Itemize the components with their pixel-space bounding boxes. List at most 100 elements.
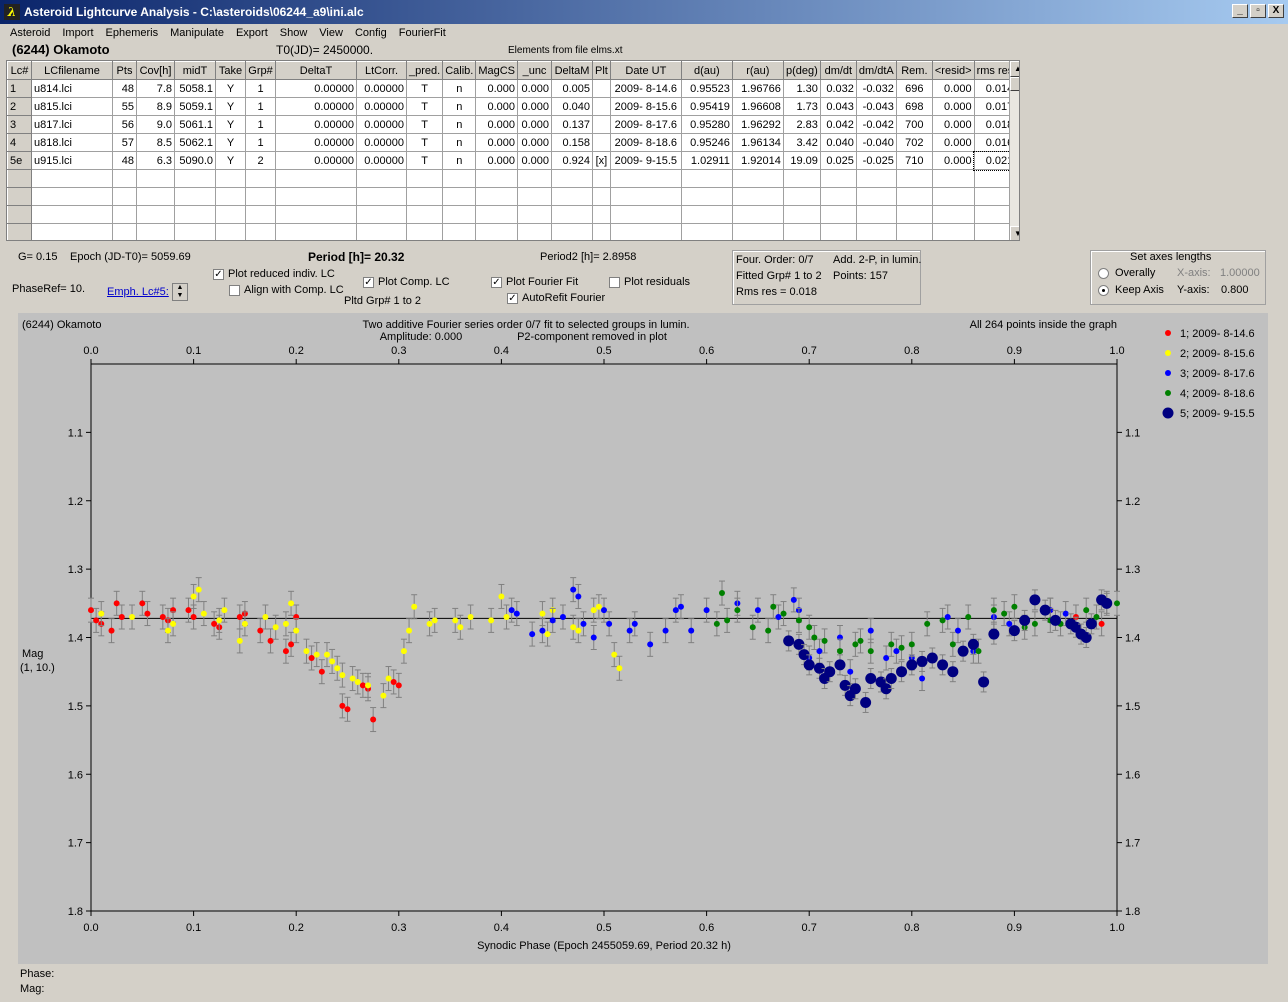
- table-cell[interactable]: [356, 187, 407, 206]
- table-scrollbar[interactable]: ▲ ▼: [1009, 61, 1019, 240]
- table-cell[interactable]: n: [442, 97, 477, 116]
- table-cell[interactable]: 0.014: [973, 79, 1017, 98]
- table-cell[interactable]: 8.5: [136, 133, 175, 152]
- table-cell[interactable]: [895, 187, 933, 206]
- table-cell[interactable]: [609, 187, 682, 206]
- column-header[interactable]: DeltaM: [551, 61, 594, 80]
- table-cell[interactable]: [442, 169, 477, 188]
- table-cell[interactable]: 1: [7, 79, 32, 98]
- table-cell[interactable]: [31, 223, 113, 240]
- table-cell[interactable]: 0.000: [517, 97, 553, 116]
- table-cell[interactable]: u817.lci: [31, 115, 113, 134]
- table-cell[interactable]: [592, 205, 611, 224]
- table-cell[interactable]: [592, 133, 611, 152]
- table-cell[interactable]: [609, 169, 682, 188]
- column-header[interactable]: p(deg): [782, 61, 821, 80]
- column-header[interactable]: DeltaT: [275, 61, 357, 80]
- table-cell[interactable]: 0.000: [475, 97, 519, 116]
- column-header[interactable]: dm/dt: [819, 61, 857, 80]
- overally-radio[interactable]: Overally: [1098, 267, 1155, 279]
- table-cell[interactable]: 0.025: [819, 151, 857, 170]
- table-cell[interactable]: T: [405, 97, 444, 116]
- column-header[interactable]: Date UT: [609, 61, 682, 80]
- table-cell[interactable]: [112, 187, 137, 206]
- table-cell[interactable]: [356, 205, 407, 224]
- table-cell[interactable]: [31, 205, 113, 224]
- table-cell[interactable]: u815.lci: [31, 97, 113, 116]
- minimize-button[interactable]: _: [1232, 4, 1248, 18]
- table-cell[interactable]: [517, 169, 553, 188]
- table-cell[interactable]: [592, 79, 611, 98]
- table-cell[interactable]: 0.000: [931, 97, 975, 116]
- table-cell[interactable]: [680, 187, 733, 206]
- column-header[interactable]: LCfilename: [31, 61, 113, 80]
- table-cell[interactable]: u814.lci: [31, 79, 113, 98]
- table-cell[interactable]: [855, 187, 897, 206]
- table-cell[interactable]: 0.005: [551, 79, 594, 98]
- table-cell[interactable]: [931, 169, 975, 188]
- table-cell[interactable]: [7, 223, 32, 240]
- table-cell[interactable]: [174, 169, 216, 188]
- table-cell[interactable]: [517, 205, 553, 224]
- column-header[interactable]: Lc#: [7, 61, 32, 80]
- table-cell[interactable]: 2009- 8-18.6: [609, 133, 682, 152]
- scroll-thumb[interactable]: [1010, 77, 1019, 91]
- table-cell[interactable]: Y: [215, 115, 246, 134]
- table-cell[interactable]: T: [405, 79, 444, 98]
- plot-residuals-checkbox[interactable]: Plot residuals: [609, 276, 690, 288]
- table-cell[interactable]: 19.09: [782, 151, 821, 170]
- table-cell[interactable]: 0.000: [517, 133, 553, 152]
- table-cell[interactable]: 1.02911: [680, 151, 733, 170]
- table-cell[interactable]: 700: [895, 115, 933, 134]
- table-cell[interactable]: [782, 205, 821, 224]
- table-cell[interactable]: 1.96292: [731, 115, 784, 134]
- table-cell[interactable]: 0.000: [517, 115, 553, 134]
- column-header[interactable]: Cov[h]: [136, 61, 175, 80]
- lightcurve-table[interactable]: Lc# LCfilename Pts Cov[h] midT Take Grp# DeltaT…: [6, 60, 1020, 241]
- table-cell[interactable]: [609, 205, 682, 224]
- table-cell[interactable]: [895, 205, 933, 224]
- menu-import[interactable]: Import: [62, 26, 94, 39]
- table-cell[interactable]: [442, 205, 477, 224]
- emph-lc-spinner[interactable]: ▲ ▼: [172, 283, 188, 301]
- table-cell[interactable]: [215, 205, 246, 224]
- table-cell[interactable]: [782, 223, 821, 240]
- column-header[interactable]: Rem.: [895, 61, 933, 80]
- column-header[interactable]: Pts: [112, 61, 137, 80]
- column-header[interactable]: Plt: [592, 61, 611, 80]
- table-cell[interactable]: [245, 169, 276, 188]
- table-cell[interactable]: [592, 187, 611, 206]
- table-cell[interactable]: [731, 187, 784, 206]
- table-cell[interactable]: 2: [7, 97, 32, 116]
- table-cell[interactable]: 1: [245, 133, 276, 152]
- table-cell[interactable]: 55: [112, 97, 137, 116]
- table-cell[interactable]: 0.00000: [356, 133, 407, 152]
- table-cell[interactable]: 0.95419: [680, 97, 733, 116]
- table-cell[interactable]: 0.00000: [275, 79, 357, 98]
- menu-view[interactable]: View: [319, 26, 343, 39]
- table-cell[interactable]: 0.00000: [356, 79, 407, 98]
- empty-row[interactable]: [7, 187, 1017, 206]
- table-cell[interactable]: 0.00000: [356, 151, 407, 170]
- table-cell[interactable]: [215, 169, 246, 188]
- table-cell[interactable]: 0.040: [819, 133, 857, 152]
- column-header[interactable]: Take: [215, 61, 246, 80]
- table-cell[interactable]: 48: [112, 79, 137, 98]
- empty-row[interactable]: [7, 223, 1017, 240]
- table-cell[interactable]: 0.032: [819, 79, 857, 98]
- table-cell[interactable]: 3.42: [782, 133, 821, 152]
- close-button[interactable]: X: [1268, 4, 1284, 18]
- table-cell[interactable]: T: [405, 151, 444, 170]
- column-header[interactable]: dm/dtA: [855, 61, 897, 80]
- table-cell[interactable]: [112, 169, 137, 188]
- table-cell[interactable]: 1.96134: [731, 133, 784, 152]
- table-cell[interactable]: [7, 169, 32, 188]
- menu-ephemeris[interactable]: Ephemeris: [105, 26, 159, 39]
- table-cell[interactable]: 6.3: [136, 151, 175, 170]
- table-cell[interactable]: [592, 115, 611, 134]
- table-cell[interactable]: [551, 223, 594, 240]
- align-comp-checkbox[interactable]: Align with Comp. LC: [229, 284, 344, 296]
- table-cell[interactable]: [174, 223, 216, 240]
